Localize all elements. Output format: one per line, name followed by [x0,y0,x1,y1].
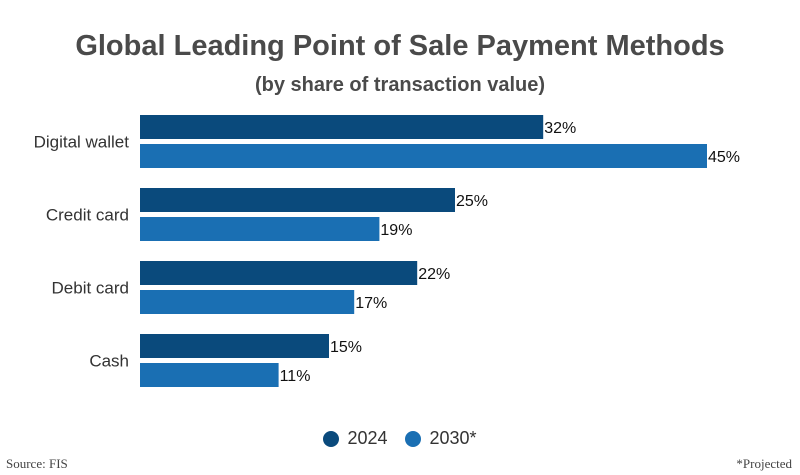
projected-footnote: *Projected [736,456,792,471]
legend-item-2030: 2030* [405,428,477,449]
data-label-digital-wallet-2030: 45% [708,149,740,166]
legend-item-2024: 2024 [323,428,387,449]
data-label-cash-2024: 15% [330,339,362,356]
legend-label-2030: 2030* [429,428,477,448]
category-label-debit-card: Debit card [52,279,129,298]
bar-debit-card-2024 [140,261,418,285]
bar-digital-wallet-2024 [140,115,544,139]
chart-title: Global Leading Point of Sale Payment Met… [75,30,725,62]
legend-marker-2024 [323,430,340,447]
bar-debit-card-2030 [140,290,355,314]
bar-credit-card-2024 [140,188,455,212]
category-label-digital-wallet: Digital wallet [34,133,130,152]
bar-credit-card-2030 [140,217,380,241]
source-note: Source: FIS [6,456,68,471]
legend-marker-2030 [405,430,422,447]
data-label-debit-card-2024: 22% [418,266,450,283]
data-label-debit-card-2030: 17% [355,295,387,312]
legend: 2024 2030* [0,428,800,449]
data-label-digital-wallet-2024: 32% [544,120,576,137]
data-label-credit-card-2024: 25% [456,193,488,210]
legend-label-2024: 2024 [347,428,388,448]
category-label-credit-card: Credit card [46,206,129,225]
bar-digital-wallet-2030 [140,144,707,168]
data-label-cash-2030: 11% [280,368,311,385]
data-label-credit-card-2030: 19% [380,222,412,239]
bar-cash-2024 [140,334,329,358]
category-label-cash: Cash [89,352,129,371]
bar-cash-2030 [140,363,279,387]
chart-subtitle: (by share of transaction value) [254,74,546,96]
plot-area: Digital wallet 32% 45% Credit card 25% 19% Deb… [34,115,740,387]
